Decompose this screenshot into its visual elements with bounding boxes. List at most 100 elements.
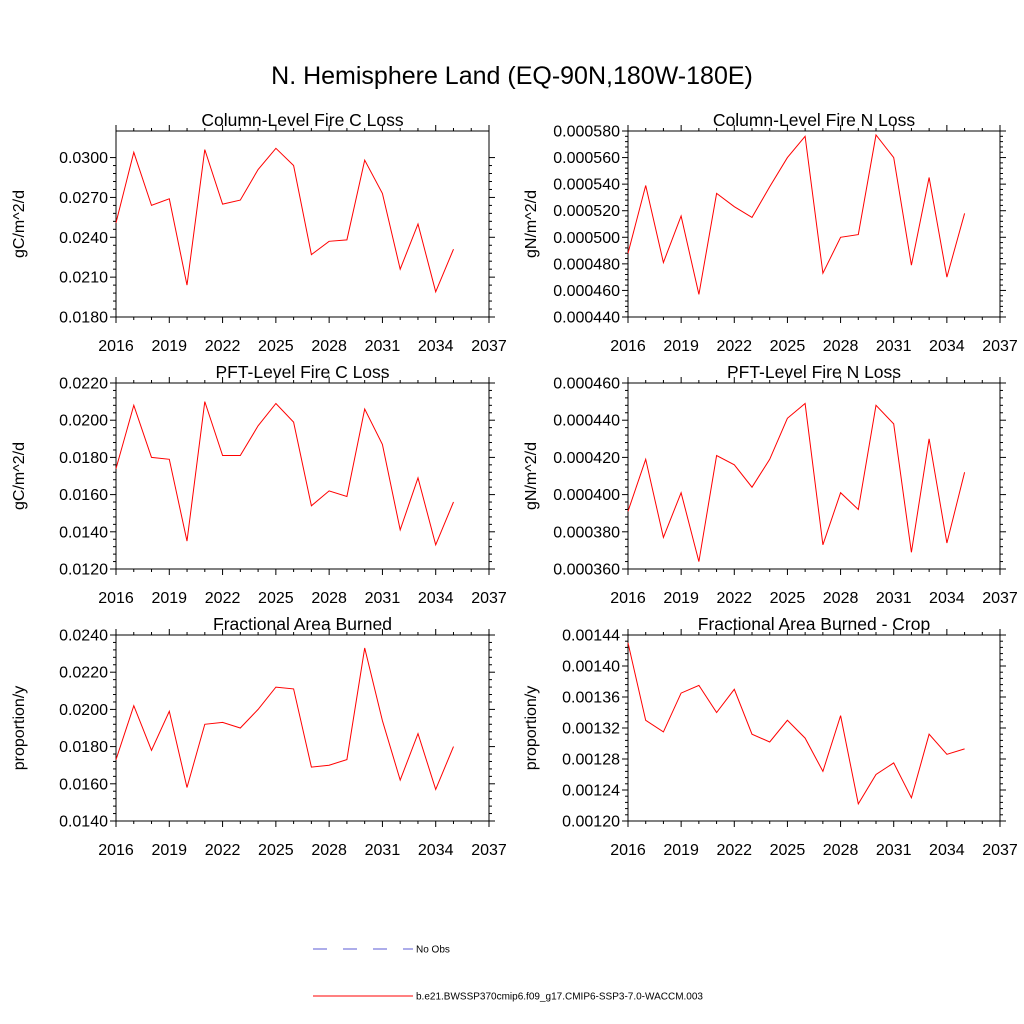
x-tick-label: 2019	[663, 842, 699, 859]
x-tick-label: 2037	[982, 590, 1018, 607]
x-tick-label: 2019	[151, 338, 187, 355]
y-tick-label: 0.00144	[562, 628, 620, 645]
y-tick-label: 0.0160	[59, 776, 108, 793]
y-tick-label: 0.0300	[59, 150, 108, 167]
y-tick-label: 0.000440	[553, 413, 620, 430]
panel-3: PFT-Level Fire C Loss gC/m^2/d 2016 2019 202…	[11, 362, 507, 607]
y-tick-label: 0.0200	[59, 702, 108, 719]
y-tick-label: 0.000440	[553, 310, 620, 327]
x-tick-label: 2028	[823, 590, 859, 607]
x-tick-label: 2034	[418, 842, 454, 859]
y-tick-label: 0.0120	[59, 562, 108, 579]
x-tick-label: 2025	[770, 590, 806, 607]
x-tick-label: 2037	[471, 338, 507, 355]
x-tick-label: 2025	[770, 842, 806, 859]
x-tick-label: 2031	[365, 590, 401, 607]
y-tick-label: 0.00120	[562, 814, 620, 831]
y-axis-label: gC/m^2/d	[11, 442, 28, 510]
x-tick-label: 2019	[151, 590, 187, 607]
y-tick-label: 0.000460	[553, 376, 620, 393]
series-line	[115, 147, 454, 294]
series-line	[627, 402, 966, 562]
x-tick-label: 2019	[663, 338, 699, 355]
x-tick-label: 2022	[205, 590, 241, 607]
panel-title: Column-Level Fire N Loss	[713, 110, 916, 130]
plot-frame	[627, 382, 1001, 570]
y-axis-label: gC/m^2/d	[11, 190, 28, 258]
x-tick-label: 2025	[770, 338, 806, 355]
y-tick-label: 0.000420	[553, 450, 620, 467]
y-tick-label: 0.0200	[59, 413, 108, 430]
x-tick-label: 2019	[151, 842, 187, 859]
y-tick-label: 0.000500	[553, 230, 620, 247]
x-tick-label: 2037	[982, 842, 1018, 859]
y-axis-label: gN/m^2/d	[523, 190, 540, 258]
y-tick-label: 0.0180	[59, 310, 108, 327]
y-tick-label: 0.000580	[553, 124, 620, 141]
panel-title: PFT-Level Fire C Loss	[215, 362, 389, 382]
x-tick-label: 2034	[418, 338, 454, 355]
x-tick-label: 2016	[98, 338, 134, 355]
y-tick-label: 0.0240	[59, 628, 108, 645]
x-tick-label: 2022	[205, 338, 241, 355]
series-line	[115, 401, 454, 547]
x-tick-label: 2031	[365, 338, 401, 355]
panel-4: PFT-Level Fire N Loss gN/m^2/d 2016 2019 202…	[523, 362, 1018, 607]
x-tick-label: 2037	[982, 338, 1018, 355]
x-tick-label: 2025	[258, 338, 294, 355]
panel-title: Fractional Area Burned - Crop	[698, 614, 930, 634]
panels: Column-Level Fire C Loss gC/m^2/d 2016 2019…	[11, 110, 1018, 859]
x-tick-label: 2028	[311, 590, 347, 607]
x-tick-label: 2031	[876, 338, 912, 355]
x-tick-label: 2037	[471, 842, 507, 859]
x-tick-label: 2016	[610, 842, 646, 859]
x-tick-label: 2034	[929, 842, 965, 859]
panel-title: PFT-Level Fire N Loss	[727, 362, 901, 382]
x-tick-label: 2034	[929, 338, 965, 355]
x-tick-label: 2034	[418, 590, 454, 607]
y-tick-label: 0.00124	[562, 783, 620, 800]
series-line	[627, 642, 965, 806]
y-tick-label: 0.0140	[59, 524, 108, 541]
x-tick-label: 2016	[610, 338, 646, 355]
x-tick-label: 2019	[663, 590, 699, 607]
y-tick-label: 0.000480	[553, 256, 620, 273]
y-tick-label: 0.000360	[553, 562, 620, 579]
x-tick-label: 2016	[98, 842, 134, 859]
y-tick-label: 0.0210	[59, 270, 108, 287]
series-line	[115, 647, 454, 791]
y-tick-label: 0.000400	[553, 487, 620, 504]
x-tick-label: 2028	[823, 842, 859, 859]
legend: No Obs b.e21.BWSSP370cmip6.f09_g17.CMIP6…	[313, 945, 703, 1003]
y-tick-label: 0.000380	[553, 524, 620, 541]
y-tick-label: 0.0220	[59, 376, 108, 393]
x-tick-label: 2037	[471, 590, 507, 607]
plot-frame	[115, 382, 490, 570]
panel-6: Fractional Area Burned - Crop proportion/…	[523, 614, 1018, 859]
x-tick-label: 2028	[823, 338, 859, 355]
x-tick-label: 2031	[876, 590, 912, 607]
panel-1: Column-Level Fire C Loss gC/m^2/d 2016 2019…	[11, 110, 507, 355]
plot-frame	[115, 634, 490, 822]
y-tick-label: 0.000540	[553, 177, 620, 194]
panel-title: Fractional Area Burned	[213, 614, 392, 634]
x-tick-label: 2022	[716, 338, 752, 355]
legend-model-label: b.e21.BWSSP370cmip6.f09_g17.CMIP6-SSP3-7…	[416, 992, 703, 1003]
y-axis-label: proportion/y	[11, 686, 28, 771]
y-tick-label: 0.0140	[59, 814, 108, 831]
y-tick-label: 0.0240	[59, 230, 108, 247]
x-tick-label: 2022	[205, 842, 241, 859]
plot-frame	[627, 634, 1001, 822]
y-tick-label: 0.0180	[59, 739, 108, 756]
plot-frame	[115, 130, 490, 318]
plot-frame	[627, 130, 1001, 318]
x-tick-label: 2034	[929, 590, 965, 607]
y-tick-label: 0.000460	[553, 283, 620, 300]
y-tick-label: 0.0220	[59, 665, 108, 682]
x-tick-label: 2025	[258, 842, 294, 859]
legend-obs-label: No Obs	[416, 945, 450, 956]
panel-2: Column-Level Fire N Loss gN/m^2/d 2016 2019…	[523, 110, 1018, 355]
x-tick-label: 2031	[876, 842, 912, 859]
x-tick-label: 2028	[311, 842, 347, 859]
x-tick-label: 2016	[610, 590, 646, 607]
